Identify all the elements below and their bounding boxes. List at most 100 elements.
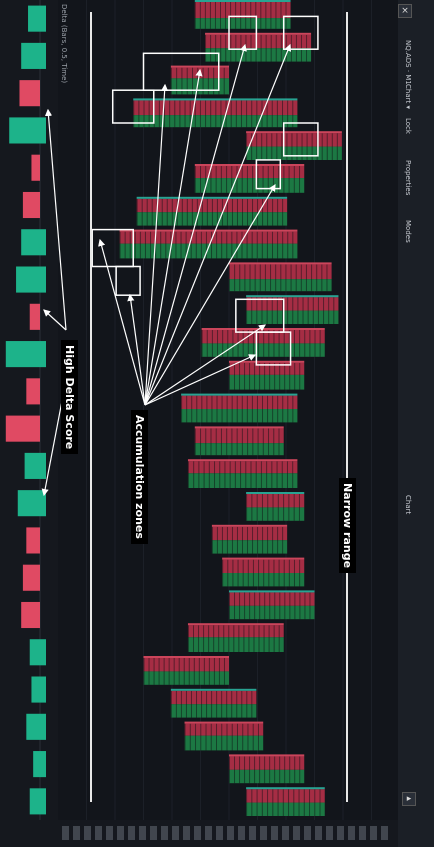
time-axis-ticks — [62, 826, 388, 840]
accumulation-zones-callout: Accumulation zones — [131, 410, 148, 544]
footprint-candle — [133, 98, 298, 128]
footprint-candle — [187, 459, 298, 488]
time-axis-tick — [293, 826, 300, 840]
delta-bar — [29, 303, 40, 330]
annotation-arrow — [127, 293, 146, 406]
time-axis-tick — [315, 826, 322, 840]
time-axis-tick — [172, 826, 179, 840]
footprint-candle — [194, 426, 284, 456]
time-axis-tick — [381, 826, 388, 840]
footprint-candle — [201, 328, 325, 357]
time-axis-tick — [249, 826, 256, 840]
time-axis-tick — [161, 826, 168, 840]
annotation-arrow — [144, 43, 292, 406]
annotation-arrow — [98, 238, 146, 406]
annotation-arrow — [144, 83, 169, 406]
delta-histogram — [5, 0, 47, 820]
accumulation-zone-box — [255, 159, 282, 190]
narrow-range-callout: Narrow range — [339, 478, 356, 574]
footprint-candle — [143, 656, 229, 685]
time-axis-tick — [205, 826, 212, 840]
delta-bar — [22, 564, 40, 591]
annotation-arrow — [43, 309, 67, 331]
footprint-candle — [181, 393, 298, 423]
delta-bar — [9, 117, 46, 144]
accumulation-zone-box — [282, 15, 319, 50]
footprint-candle — [229, 262, 332, 292]
narrow-range-line-right — [346, 12, 348, 802]
footprint-candle — [222, 557, 305, 587]
time-axis-tick — [304, 826, 311, 840]
delta-bar — [28, 5, 46, 32]
time-axis-tick — [106, 826, 113, 840]
annotation-arrow — [144, 354, 257, 406]
time-axis-tick — [337, 826, 344, 840]
accumulation-zone-box — [111, 89, 155, 124]
delta-bar — [31, 154, 40, 181]
footprint-candle — [246, 492, 305, 521]
delta-bar — [22, 191, 40, 219]
time-axis-tick — [95, 826, 102, 840]
delta-bar — [33, 751, 46, 778]
delta-bar — [21, 42, 46, 69]
footprint-candle — [211, 524, 288, 554]
annotation-arrow — [144, 68, 203, 406]
time-axis-tick — [84, 826, 91, 840]
delta-bar — [24, 452, 46, 479]
delta-bar — [21, 601, 40, 629]
time-axis-tick — [150, 826, 157, 840]
delta-bar — [5, 341, 47, 368]
annotation-arrow — [144, 324, 266, 406]
footprint-candle — [170, 688, 257, 718]
delta-bar — [29, 788, 46, 815]
time-axis-tick — [62, 826, 69, 840]
annotation-arrow — [144, 183, 276, 406]
delta-bar — [19, 80, 40, 107]
time-axis-tick — [73, 826, 80, 840]
delta-bar — [5, 415, 41, 442]
delta-bar — [21, 229, 46, 256]
top-toolbar — [398, 0, 434, 847]
accumulation-zone-box — [282, 122, 319, 157]
delta-bar — [26, 527, 40, 554]
footprint-candle — [229, 360, 305, 390]
time-axis-tick — [282, 826, 289, 840]
time-axis-tick — [238, 826, 245, 840]
accumulation-zone-box — [91, 228, 134, 268]
footprint-candle — [184, 721, 264, 751]
close-icon[interactable]: × — [398, 4, 412, 18]
annotation-arrow — [144, 43, 247, 406]
time-axis-tick — [370, 826, 377, 840]
footprint-candle — [246, 295, 339, 324]
footprint-candle — [229, 590, 315, 620]
time-axis-tick — [117, 826, 124, 840]
accumulation-zone-box — [255, 331, 292, 366]
time-axis-tick — [194, 826, 201, 840]
delta-bar — [17, 490, 46, 517]
delta-bar — [29, 639, 46, 666]
time-axis-tick — [260, 826, 267, 840]
narrow-range-line-left — [90, 12, 92, 802]
delta-bar — [31, 676, 46, 703]
scroll-to-end-icon[interactable]: ▸ — [402, 792, 416, 806]
time-axis-tick — [271, 826, 278, 840]
time-axis-tick — [227, 826, 234, 840]
delta-bar — [16, 266, 46, 293]
footprint-candle — [187, 623, 284, 652]
time-axis-tick — [359, 826, 366, 840]
footprint-candle — [119, 229, 298, 259]
footprint-candle — [246, 787, 325, 816]
footprint-candle — [229, 754, 305, 784]
footprint-candle — [194, 0, 291, 29]
high-delta-score-callout: High Delta Score — [61, 340, 78, 455]
time-axis-tick — [348, 826, 355, 840]
delta-bar — [26, 378, 40, 405]
time-axis-tick — [216, 826, 223, 840]
time-axis-tick — [139, 826, 146, 840]
annotation-arrow — [44, 108, 67, 331]
time-axis-tick — [128, 826, 135, 840]
footprint-candle — [194, 164, 305, 193]
footprint-chart — [86, 0, 372, 820]
accumulation-zone-box — [142, 52, 220, 91]
